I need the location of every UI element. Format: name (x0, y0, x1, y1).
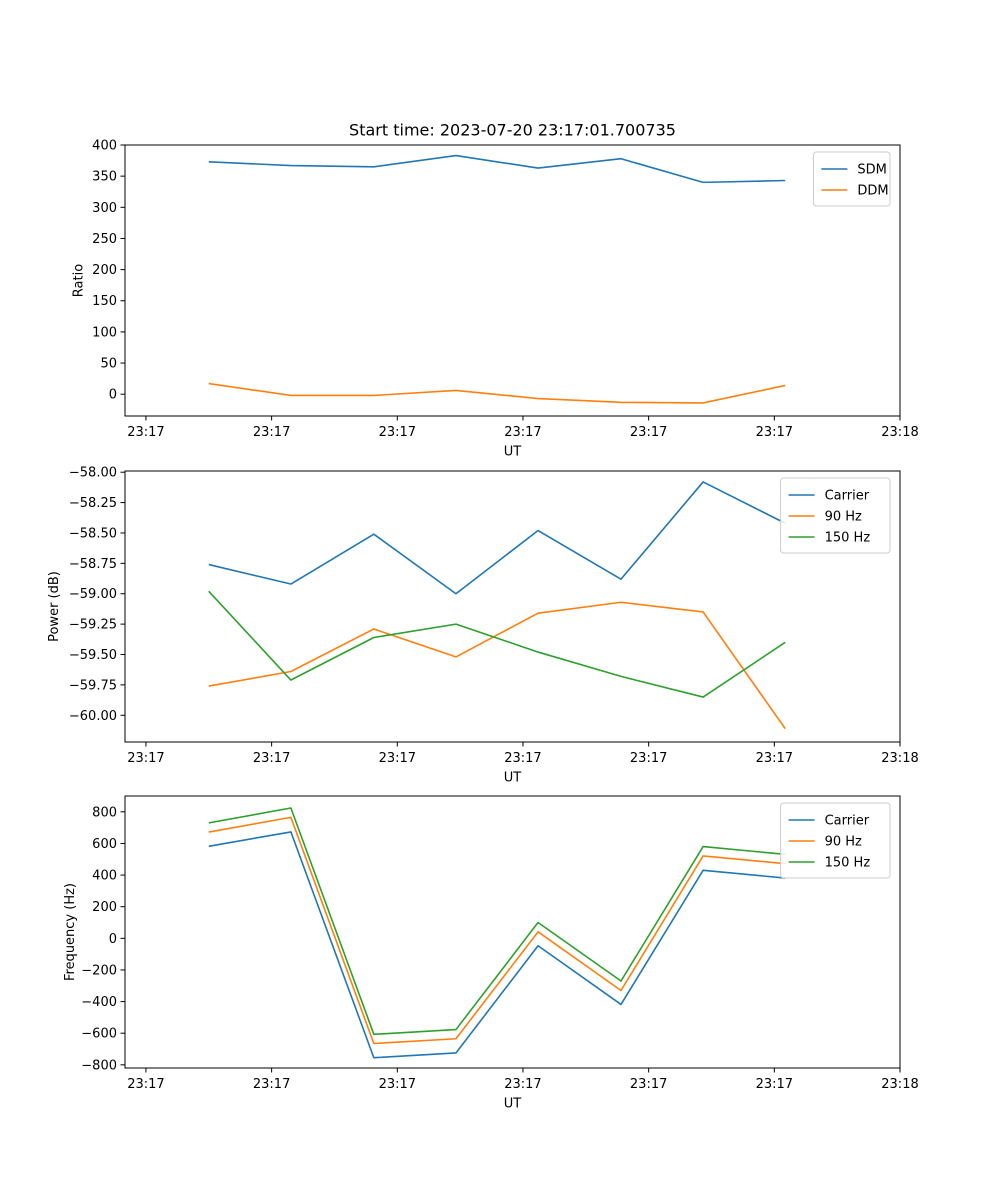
panels: 23:17 23:17 23:17 23:17 23:17 23:17 23:18 0 50 10… (47, 139, 919, 1112)
y-axis-label: Frequency (Hz) (63, 883, 78, 981)
y-tick-label: 600 (92, 837, 117, 852)
x-tick-label: 23:17 (504, 751, 541, 766)
x-tick-label: 23:18 (881, 1077, 918, 1092)
y-tick-label: −600 (81, 1027, 117, 1042)
legend: Carrier 90 Hz 150 Hz (780, 477, 891, 554)
y-tick-label: −58.25 (69, 496, 117, 511)
x-axis-label: UT (504, 445, 522, 460)
chart-panel-2: 23:17 23:17 23:17 23:17 23:17 23:17 23:18 −60.0… (47, 466, 919, 786)
x-tick-label: 23:17 (504, 425, 541, 440)
x-tick-label: 23:17 (504, 1077, 541, 1092)
x-tick-label: 23:17 (379, 1077, 416, 1092)
legend-box (812, 151, 891, 207)
y-tick-label: −59.00 (69, 587, 117, 602)
legend-box (780, 477, 891, 554)
x-tick-label: 23:17 (756, 1077, 793, 1092)
y-tick-label: −59.50 (69, 648, 117, 663)
x-tick-label: 23:17 (630, 425, 667, 440)
y-tick-label: −800 (81, 1058, 117, 1073)
x-tick-label: 23:17 (127, 751, 164, 766)
x-tick-label: 23:17 (379, 751, 416, 766)
series-line-carrier (208, 481, 786, 595)
x-tick-label: 23:17 (127, 425, 164, 440)
legend-label: 90 Hz (825, 510, 862, 525)
series-line-150-hz (208, 807, 786, 1036)
figure-title: Start time: 2023-07-20 23:17:01.700735 (349, 121, 676, 140)
x-tick-label: 23:17 (756, 425, 793, 440)
legend-label: Carrier (825, 489, 870, 504)
y-tick-label: −60.00 (69, 709, 117, 724)
y-tick-label: 800 (92, 805, 117, 820)
x-tick-label: 23:17 (756, 751, 793, 766)
x-axis-label: UT (504, 771, 522, 786)
chart-panel-1: 23:17 23:17 23:17 23:17 23:17 23:17 23:18 0 50 10… (71, 139, 918, 460)
legend-label: SDM (857, 163, 886, 178)
y-tick-label: 50 (100, 357, 117, 372)
x-tick-label: 23:17 (253, 425, 290, 440)
x-tick-label: 23:17 (253, 1077, 290, 1092)
x-tick-label: 23:17 (127, 1077, 164, 1092)
y-tick-label: 400 (92, 139, 117, 154)
legend-label: Carrier (825, 814, 870, 829)
series-line-carrier (208, 831, 786, 1059)
series-line-90-hz (208, 816, 786, 1045)
series-line-ddm (208, 382, 786, 404)
y-tick-label: −59.25 (69, 618, 117, 633)
y-tick-label: 400 (92, 869, 117, 884)
legend-label: 90 Hz (825, 835, 862, 850)
y-tick-label: 150 (92, 294, 117, 309)
x-tick-label: 23:17 (379, 425, 416, 440)
legend: Carrier 90 Hz 150 Hz (780, 802, 891, 879)
y-tick-label: 0 (109, 388, 117, 403)
x-tick-label: 23:17 (630, 1077, 667, 1092)
x-tick-label: 23:18 (881, 425, 918, 440)
y-tick-label: −58.50 (69, 526, 117, 541)
y-tick-label: 200 (92, 900, 117, 915)
series-line-sdm (208, 154, 786, 184)
y-tick-label: 350 (92, 170, 117, 185)
y-tick-label: 100 (92, 325, 117, 340)
series-line-90-hz (208, 601, 786, 730)
plot-frame (124, 144, 901, 417)
x-tick-label: 23:17 (630, 751, 667, 766)
x-tick-label: 23:18 (881, 751, 918, 766)
y-axis-label: Ratio (71, 264, 86, 297)
y-tick-label: −58.00 (69, 466, 117, 481)
plot-frame (124, 795, 901, 1069)
y-tick-label: 300 (92, 201, 117, 216)
y-tick-label: 200 (92, 263, 117, 278)
x-axis-label: UT (504, 1097, 522, 1112)
y-tick-label: 0 (109, 932, 117, 947)
legend: SDM DDM (812, 151, 891, 207)
y-tick-label: 250 (92, 232, 117, 247)
y-tick-label: −200 (81, 963, 117, 978)
chart-panel-3: 23:17 23:17 23:17 23:17 23:17 23:17 23:18 −800 −… (63, 795, 919, 1112)
y-tick-label: −400 (81, 995, 117, 1010)
legend-label: DDM (857, 184, 888, 199)
y-tick-label: −58.75 (69, 557, 117, 572)
legend-label: 150 Hz (825, 856, 871, 871)
x-tick-label: 23:17 (253, 751, 290, 766)
plot-frame (124, 470, 901, 743)
series-line-150-hz (208, 590, 786, 698)
y-axis-label: Power (dB) (47, 571, 62, 642)
legend-label: 150 Hz (825, 531, 871, 546)
y-tick-label: −59.75 (69, 678, 117, 693)
legend-box (780, 802, 891, 879)
